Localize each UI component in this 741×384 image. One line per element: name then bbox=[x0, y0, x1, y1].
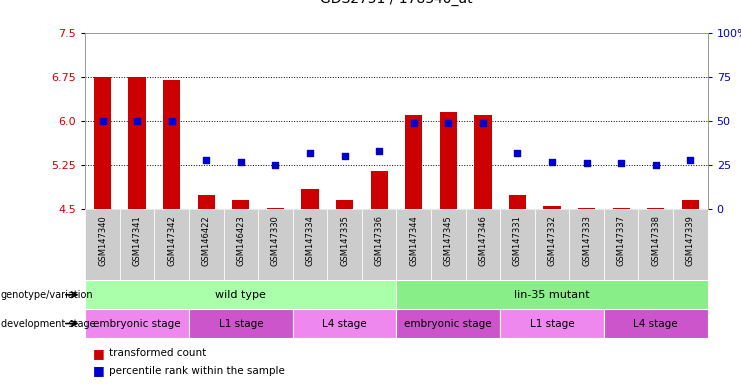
Text: lin-35 mutant: lin-35 mutant bbox=[514, 290, 590, 300]
Bar bbox=[336, 200, 353, 209]
Bar bbox=[578, 208, 595, 209]
Bar bbox=[154, 209, 189, 280]
Bar bbox=[189, 309, 293, 338]
Text: GSM147337: GSM147337 bbox=[617, 215, 625, 266]
Bar bbox=[328, 209, 362, 280]
Text: GSM147339: GSM147339 bbox=[686, 215, 695, 266]
Text: ■: ■ bbox=[93, 347, 104, 360]
Text: development stage: development stage bbox=[1, 318, 96, 329]
Point bbox=[235, 159, 247, 165]
Text: GSM146423: GSM146423 bbox=[236, 215, 245, 266]
Text: GSM147341: GSM147341 bbox=[133, 215, 142, 266]
Bar bbox=[396, 309, 500, 338]
Point bbox=[615, 160, 627, 166]
Bar bbox=[267, 208, 284, 209]
Text: GSM147338: GSM147338 bbox=[651, 215, 660, 266]
Bar bbox=[362, 209, 396, 280]
Bar bbox=[604, 209, 639, 280]
Point bbox=[339, 153, 350, 159]
Text: L1 stage: L1 stage bbox=[219, 318, 263, 329]
Text: wild type: wild type bbox=[216, 290, 266, 300]
Text: L1 stage: L1 stage bbox=[530, 318, 574, 329]
Point bbox=[373, 148, 385, 154]
Bar bbox=[224, 209, 258, 280]
Bar bbox=[613, 208, 630, 209]
Bar bbox=[232, 200, 250, 209]
Bar bbox=[293, 309, 396, 338]
Bar bbox=[293, 209, 328, 280]
Bar bbox=[94, 77, 111, 209]
Text: transformed count: transformed count bbox=[109, 348, 206, 358]
Point bbox=[511, 150, 523, 156]
Bar bbox=[431, 209, 465, 280]
Text: GSM147344: GSM147344 bbox=[409, 215, 418, 266]
Point bbox=[650, 162, 662, 168]
Text: GSM147332: GSM147332 bbox=[548, 215, 556, 266]
Text: genotype/variation: genotype/variation bbox=[1, 290, 93, 300]
Text: GSM146422: GSM146422 bbox=[202, 215, 210, 266]
Bar bbox=[639, 209, 673, 280]
Point bbox=[96, 118, 108, 124]
Bar bbox=[163, 80, 180, 209]
Bar bbox=[509, 195, 526, 209]
Text: GSM147334: GSM147334 bbox=[305, 215, 314, 266]
Point bbox=[200, 157, 212, 163]
Bar bbox=[405, 115, 422, 209]
Point bbox=[304, 150, 316, 156]
Point bbox=[546, 159, 558, 165]
Text: L4 stage: L4 stage bbox=[634, 318, 678, 329]
Text: ■: ■ bbox=[93, 364, 104, 377]
Bar bbox=[543, 206, 561, 209]
Text: GSM147342: GSM147342 bbox=[167, 215, 176, 266]
Bar bbox=[85, 280, 396, 309]
Text: GSM147340: GSM147340 bbox=[98, 215, 107, 266]
Bar bbox=[500, 309, 604, 338]
Bar bbox=[396, 280, 708, 309]
Bar bbox=[500, 209, 535, 280]
Bar bbox=[647, 208, 665, 209]
Point bbox=[685, 157, 697, 163]
Text: GSM147335: GSM147335 bbox=[340, 215, 349, 266]
Bar bbox=[604, 309, 708, 338]
Bar bbox=[258, 209, 293, 280]
Text: GSM147345: GSM147345 bbox=[444, 215, 453, 266]
Text: GDS2751 / 178340_at: GDS2751 / 178340_at bbox=[320, 0, 473, 6]
Bar bbox=[535, 209, 569, 280]
Bar bbox=[682, 200, 699, 209]
Text: L4 stage: L4 stage bbox=[322, 318, 367, 329]
Bar bbox=[198, 195, 215, 209]
Bar bbox=[569, 209, 604, 280]
Point bbox=[131, 118, 143, 124]
Bar bbox=[396, 209, 431, 280]
Bar bbox=[85, 209, 120, 280]
Bar bbox=[474, 115, 491, 209]
Text: percentile rank within the sample: percentile rank within the sample bbox=[109, 366, 285, 376]
Point bbox=[408, 120, 419, 126]
Text: GSM147330: GSM147330 bbox=[271, 215, 280, 266]
Text: GSM147346: GSM147346 bbox=[479, 215, 488, 266]
Text: GSM147333: GSM147333 bbox=[582, 215, 591, 266]
Bar bbox=[128, 77, 146, 209]
Bar bbox=[673, 209, 708, 280]
Point bbox=[581, 160, 593, 166]
Bar bbox=[189, 209, 224, 280]
Point bbox=[166, 118, 178, 124]
Bar bbox=[370, 171, 388, 209]
Text: GSM147331: GSM147331 bbox=[513, 215, 522, 266]
Bar bbox=[302, 189, 319, 209]
Bar bbox=[465, 209, 500, 280]
Bar bbox=[85, 309, 189, 338]
Point bbox=[270, 162, 282, 168]
Bar bbox=[439, 112, 457, 209]
Point bbox=[477, 120, 489, 126]
Point bbox=[442, 120, 454, 126]
Text: embryonic stage: embryonic stage bbox=[93, 318, 181, 329]
Bar bbox=[120, 209, 154, 280]
Text: GSM147336: GSM147336 bbox=[375, 215, 384, 266]
Text: embryonic stage: embryonic stage bbox=[405, 318, 492, 329]
